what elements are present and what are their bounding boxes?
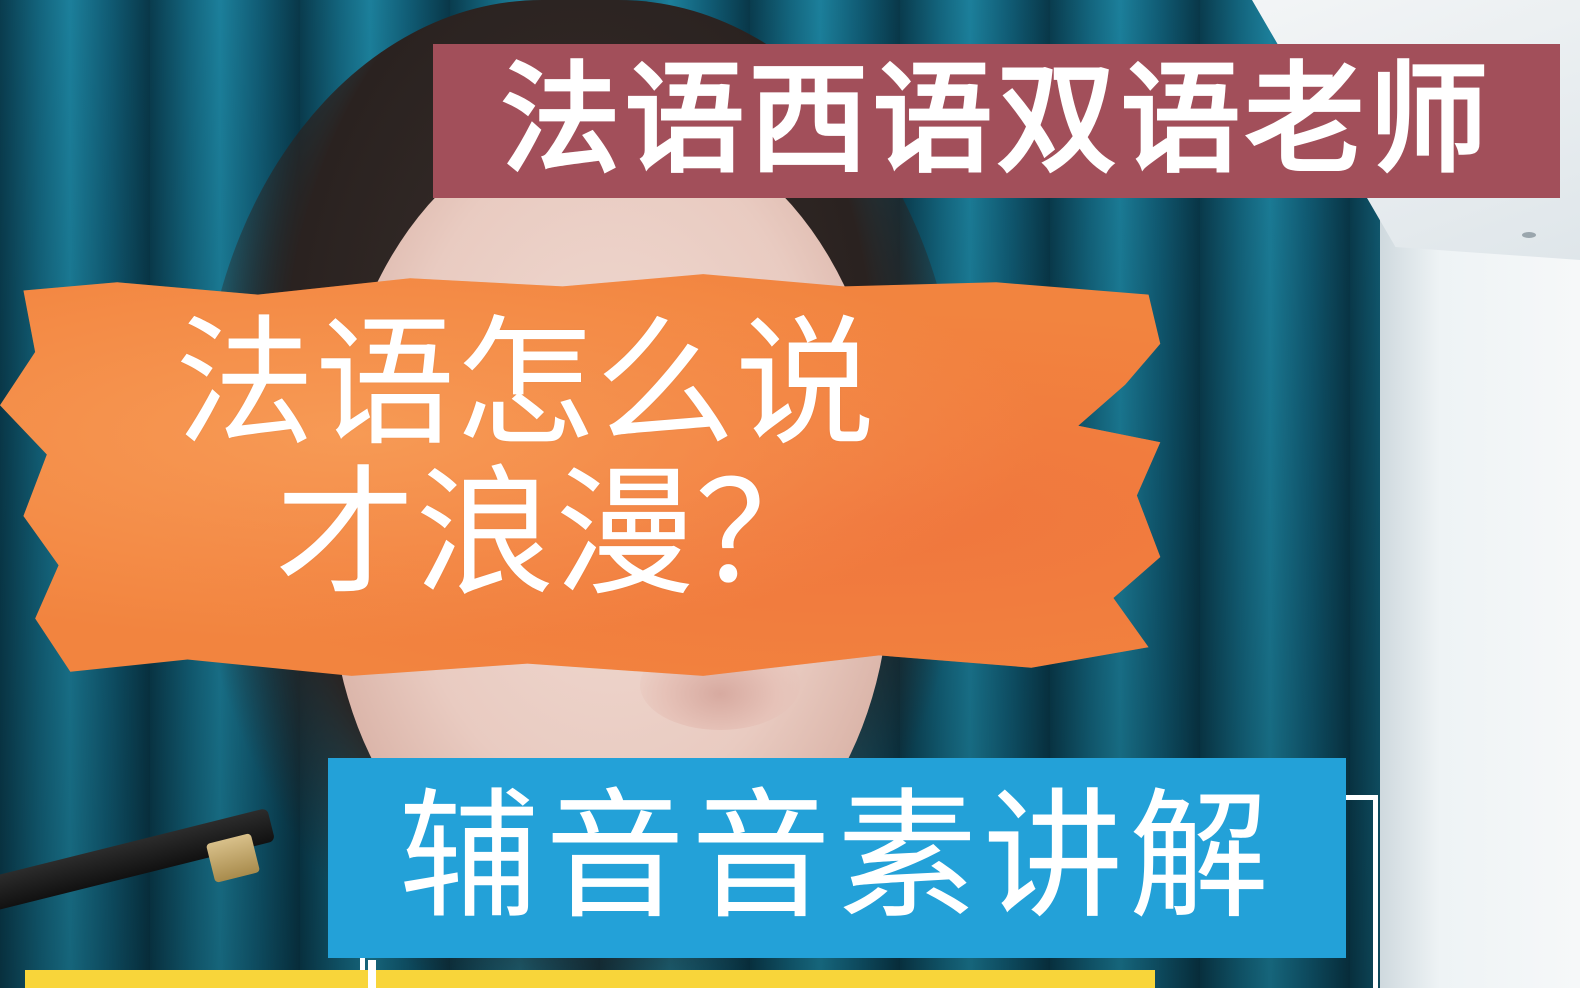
- ceiling-light: [1522, 232, 1536, 238]
- strip-divider: [368, 960, 376, 988]
- headline: 法语怎么说 才浪漫？: [175, 310, 1075, 610]
- subtitle-box: 辅音音素讲解: [328, 758, 1346, 958]
- title-text: 法语西语双语老师: [500, 51, 1493, 190]
- headline-line-1: 法语怎么说: [175, 303, 876, 466]
- orange-brush-stroke: [0, 274, 1161, 676]
- yellow-strip: [25, 970, 1155, 988]
- subtitle-text: 辅音音素讲解: [398, 776, 1275, 939]
- headline-line-2: 才浪漫？: [275, 453, 836, 616]
- title-banner: 法语西语双语老师: [433, 44, 1560, 198]
